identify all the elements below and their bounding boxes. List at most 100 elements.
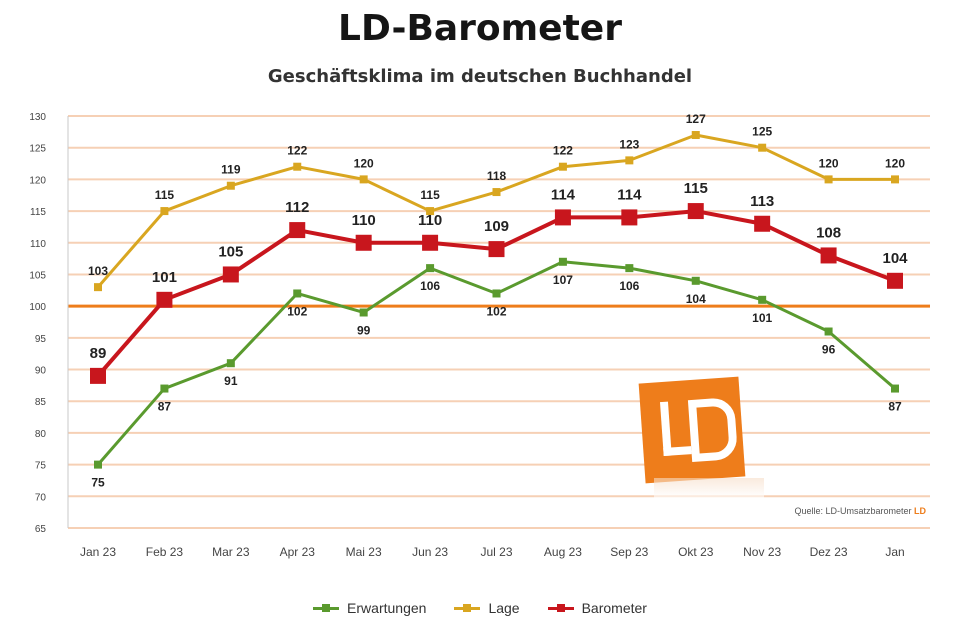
data-label-lage: 103 bbox=[88, 264, 108, 278]
data-point-lage bbox=[492, 188, 501, 197]
data-label-barometer: 108 bbox=[816, 224, 841, 241]
x-tick-label: Sep 23 bbox=[610, 545, 648, 559]
data-label-erwartungen: 102 bbox=[287, 304, 307, 318]
data-point-erwartungen bbox=[558, 257, 567, 266]
data-point-lage bbox=[625, 156, 634, 165]
chart-title: LD-Barometer bbox=[338, 8, 622, 49]
data-point-barometer bbox=[621, 209, 638, 226]
legend-label-erwartungen: Erwartungen bbox=[347, 600, 427, 616]
x-tick-label: Jun 23 bbox=[412, 545, 448, 559]
data-point-lage bbox=[293, 162, 302, 171]
x-tick-label: Okt 23 bbox=[678, 545, 714, 559]
data-point-barometer bbox=[687, 203, 704, 220]
data-label-lage: 122 bbox=[287, 144, 307, 158]
data-point-erwartungen bbox=[824, 327, 833, 336]
y-tick-label: 90 bbox=[35, 366, 47, 377]
data-point-erwartungen bbox=[891, 384, 899, 393]
data-label-lage: 120 bbox=[819, 156, 839, 170]
source-text: Quelle: LD-Umsatzbarometer bbox=[794, 506, 912, 516]
data-label-erwartungen: 104 bbox=[686, 292, 706, 306]
chart-subtitle: Geschäftsklima im deutschen Buchhandel bbox=[267, 66, 693, 87]
logo-letter-d bbox=[687, 397, 739, 463]
logo-reflection bbox=[654, 478, 764, 498]
legend-label-barometer: Barometer bbox=[581, 600, 647, 616]
data-label-lage: 115 bbox=[420, 188, 440, 202]
data-point-erwartungen bbox=[625, 264, 634, 273]
data-point-erwartungen bbox=[94, 460, 102, 469]
x-tick-label: Jan bbox=[885, 545, 904, 559]
data-label-barometer: 114 bbox=[617, 186, 642, 203]
y-tick-label: 80 bbox=[35, 429, 47, 440]
x-tick-label: Aug 23 bbox=[544, 545, 582, 559]
ld-logo bbox=[638, 376, 746, 484]
data-label-barometer: 105 bbox=[218, 243, 243, 260]
data-point-lage bbox=[824, 175, 833, 184]
y-tick-label: 65 bbox=[35, 524, 47, 535]
data-label-erwartungen: 87 bbox=[158, 400, 172, 414]
source-accent: LD bbox=[914, 506, 926, 516]
y-tick-label: 115 bbox=[30, 207, 46, 218]
data-label-barometer: 109 bbox=[484, 218, 509, 235]
y-tick-label: 75 bbox=[35, 461, 47, 472]
data-label-barometer: 104 bbox=[882, 250, 908, 267]
x-tick-label: Mar 23 bbox=[212, 545, 250, 559]
data-point-barometer bbox=[156, 291, 173, 308]
legend-swatch-lage bbox=[454, 602, 481, 614]
data-label-erwartungen: 107 bbox=[553, 273, 573, 287]
legend-swatch-marker bbox=[463, 604, 472, 612]
data-label-erwartungen: 102 bbox=[486, 304, 506, 318]
data-point-barometer bbox=[820, 247, 837, 264]
y-tick-label: 110 bbox=[30, 239, 46, 250]
legend-item-barometer: Barometer bbox=[547, 600, 647, 616]
data-label-barometer: 110 bbox=[352, 212, 376, 229]
data-point-lage bbox=[160, 207, 169, 216]
legend-swatch-marker bbox=[556, 604, 565, 612]
x-tick-label: Feb 23 bbox=[146, 545, 184, 559]
data-point-barometer bbox=[222, 266, 239, 283]
legend-swatch-marker bbox=[322, 604, 331, 612]
data-label-barometer: 112 bbox=[285, 199, 309, 216]
data-point-barometer bbox=[422, 234, 439, 251]
data-label-erwartungen: 106 bbox=[619, 279, 639, 293]
data-point-barometer bbox=[355, 234, 372, 251]
x-tick-label: Apr 23 bbox=[280, 545, 316, 559]
data-point-barometer bbox=[554, 209, 571, 226]
legend-swatch-erwartungen bbox=[313, 602, 340, 614]
data-point-lage bbox=[359, 175, 368, 184]
data-label-lage: 120 bbox=[885, 156, 905, 170]
data-point-lage bbox=[758, 143, 767, 152]
y-tick-label: 130 bbox=[29, 112, 46, 123]
data-point-lage bbox=[426, 207, 435, 216]
x-tick-label: Jul 23 bbox=[480, 545, 512, 559]
legend-swatch-barometer bbox=[547, 602, 574, 614]
data-label-lage: 123 bbox=[619, 137, 639, 151]
data-point-erwartungen bbox=[359, 308, 368, 317]
data-point-barometer bbox=[887, 272, 903, 289]
data-point-barometer bbox=[488, 241, 505, 258]
x-tick-label: Jan 23 bbox=[80, 545, 116, 559]
data-label-erwartungen: 75 bbox=[91, 476, 105, 490]
data-label-lage: 118 bbox=[487, 169, 507, 183]
data-label-erwartungen: 106 bbox=[420, 279, 440, 293]
x-tick-label: Dez 23 bbox=[810, 545, 848, 559]
y-tick-label: 120 bbox=[29, 175, 46, 186]
data-label-erwartungen: 99 bbox=[357, 323, 371, 337]
source-note: Quelle: LD-Umsatzbarometer LD bbox=[688, 506, 926, 516]
data-point-erwartungen bbox=[426, 264, 435, 273]
data-label-erwartungen: 91 bbox=[224, 374, 238, 388]
y-tick-label: 125 bbox=[29, 144, 46, 155]
legend-label-lage: Lage bbox=[488, 600, 520, 616]
data-label-barometer: 89 bbox=[90, 345, 107, 362]
x-tick-label: Mai 23 bbox=[346, 545, 382, 559]
data-label-lage: 127 bbox=[686, 112, 706, 126]
data-point-erwartungen bbox=[758, 295, 767, 304]
data-label-lage: 122 bbox=[553, 144, 573, 158]
y-tick-label: 100 bbox=[29, 302, 46, 313]
data-point-erwartungen bbox=[492, 289, 501, 298]
data-label-erwartungen: 96 bbox=[822, 343, 836, 357]
data-point-lage bbox=[94, 283, 102, 292]
logo-letter-l bbox=[659, 400, 692, 457]
data-point-barometer bbox=[90, 367, 106, 384]
data-point-lage bbox=[558, 162, 567, 171]
